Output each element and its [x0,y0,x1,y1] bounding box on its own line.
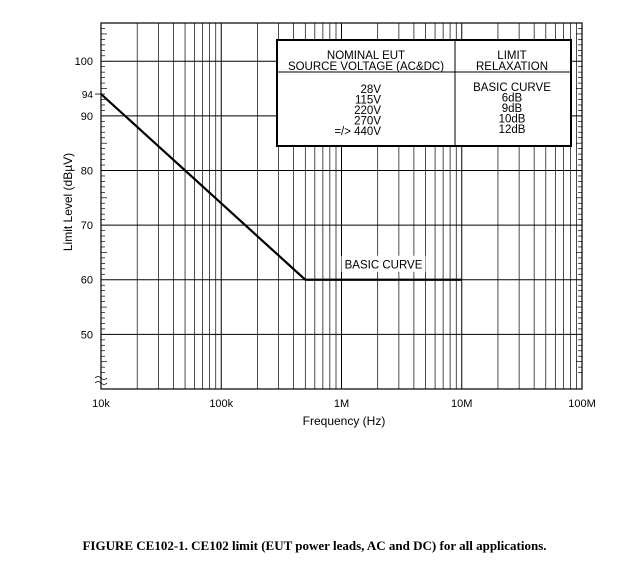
x-axis: 10k 100k 1M 10M 100M [92,398,596,410]
legend-voltage: 270V [354,116,381,128]
y-tick-label: 100 [75,56,93,68]
x-tick-label: 100k [209,398,233,410]
x-tick-label: 1M [334,398,349,410]
figure-caption: FIGURE CE102-1. CE102 limit (EUT power l… [82,538,547,553]
plot-border [100,22,583,390]
axis-break-mark [94,376,108,385]
y-tick-label: 80 [81,165,93,177]
y-tick-label: 94 [82,90,94,101]
legend-header-right: LIMIT [497,50,526,62]
plot-frame [94,22,583,390]
x-tick-label: 10k [92,398,110,410]
y-tick-label: 90 [81,111,93,123]
series [100,93,462,281]
legend-relaxation: 10dB [499,114,526,126]
legend-relaxation: BASIC CURVE [473,82,551,94]
y-tick-label: 60 [81,275,93,287]
annotation-basic-curve: BASIC CURVE [345,260,423,272]
x-axis-title: Frequency (Hz) [303,414,386,428]
legend-voltage: 28V [361,84,382,96]
legend-relaxation: 6dB [502,93,523,105]
legend-header-left: NOMINAL EUT [327,50,405,62]
legend-header-right: RELAXATION [476,61,548,73]
legend-relaxation: 9dB [502,103,523,115]
y-tick-label: 50 [81,329,93,341]
y-axis-title: Limit Level (dBµV) [61,153,75,251]
legend-voltage: 115V [355,95,381,107]
y-tick-label: 70 [81,220,93,232]
y-axis: 100 94 90 80 70 60 50 [75,56,101,341]
x-tick-label: 10M [451,398,472,410]
legend-relaxation: 12dB [499,124,526,136]
x-tick-label: 100M [568,398,596,410]
legend-header-left: SOURCE VOLTAGE (AC&DC) [288,61,444,73]
legend-voltage: =/> 440V [334,126,381,138]
legend-box [276,39,572,147]
legend-voltage: 220V [354,105,381,117]
annotation-background [341,255,426,272]
annotations: BASIC CURVE [341,255,426,272]
